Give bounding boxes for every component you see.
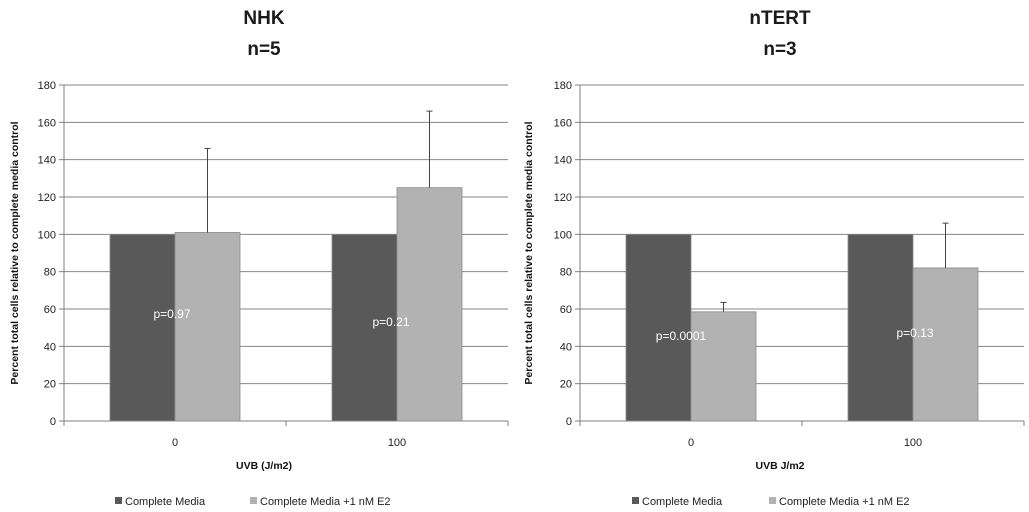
legend-swatch	[632, 497, 639, 504]
y-tick-label: 160	[38, 117, 56, 129]
p-value-label: p=0.21	[372, 315, 409, 329]
y-tick-label: 120	[554, 192, 572, 204]
legend-swatch	[250, 497, 257, 504]
y-tick-label: 180	[554, 80, 572, 92]
y-tick-label: 160	[554, 117, 572, 129]
x-tick-label: 0	[172, 437, 178, 449]
bar-complete-media	[847, 233, 914, 422]
chart-subtitle: n=3	[763, 39, 796, 60]
y-tick-label: 60	[560, 304, 572, 316]
chart-nhk: NHK n=5 0 20 40 60 80 100 120 140 160 180 Percent to…	[9, 8, 509, 508]
bar-e2	[912, 267, 979, 422]
legend-label: Complete Media	[125, 496, 206, 508]
legend-swatch	[115, 497, 122, 504]
y-axis-title: Percent total cells relative to complete…	[523, 121, 535, 384]
y-tick-label: 20	[560, 379, 572, 391]
y-tick-label: 80	[44, 267, 56, 279]
legend-label: Complete Media	[642, 496, 723, 508]
chart-subtitle: n=5	[247, 39, 281, 60]
y-tick-label: 0	[50, 416, 56, 428]
chart-ntert: nTERT n=3 0 20 40 60 80 100 120 140 160 180 Percent …	[523, 8, 1025, 508]
y-tick-label: 140	[554, 155, 572, 167]
p-value-label: p=0.97	[153, 307, 190, 321]
y-tick-label: 80	[560, 267, 572, 279]
bar-e2	[174, 232, 241, 422]
y-tick-label: 140	[38, 155, 56, 167]
y-tick-label: 100	[554, 229, 572, 241]
y-tick-label: 120	[38, 192, 56, 204]
bar-complete-media	[625, 233, 692, 422]
y-tick-label: 40	[44, 341, 56, 353]
p-value-label: p=0.13	[896, 326, 933, 340]
y-axis-title: Percent total cells relative to complete…	[9, 121, 21, 384]
x-tick-label: 0	[688, 437, 694, 449]
x-tick-label: 100	[388, 437, 406, 449]
x-axis-title: UVB (J/m2)	[236, 460, 292, 472]
bar-complete-media	[109, 233, 176, 422]
y-tick-label: 180	[38, 80, 56, 92]
chart-title: NHK	[243, 8, 284, 29]
bar-e2	[396, 187, 463, 422]
y-tick-label: 20	[44, 379, 56, 391]
y-tick-label: 40	[560, 341, 572, 353]
bar-e2	[690, 311, 757, 422]
y-tick-label: 0	[566, 416, 572, 428]
legend-label: Complete Media +1 nM E2	[260, 496, 391, 508]
y-tick-label: 60	[44, 304, 56, 316]
y-tick-label: 100	[38, 229, 56, 241]
legend-swatch	[769, 497, 776, 504]
legend-label: Complete Media +1 nM E2	[779, 496, 910, 508]
chart-title: nTERT	[749, 8, 811, 29]
x-tick-label: 100	[904, 437, 922, 449]
bar-complete-media	[331, 233, 398, 422]
p-value-label: p=0.0001	[656, 329, 707, 343]
x-axis-title: UVB J/m2	[755, 460, 804, 472]
